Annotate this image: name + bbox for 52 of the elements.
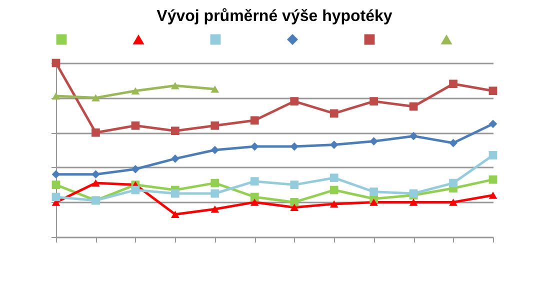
point — [250, 116, 259, 125]
point — [488, 175, 498, 184]
point — [370, 198, 378, 206]
point — [131, 121, 140, 130]
point — [330, 109, 338, 118]
point — [210, 146, 220, 154]
chart-title: Vývoj průměrné výše hypotéky — [156, 8, 392, 25]
point — [370, 137, 378, 146]
point — [449, 138, 458, 148]
point — [171, 210, 180, 218]
point — [409, 102, 418, 111]
point — [290, 204, 299, 212]
point — [52, 170, 60, 179]
point — [488, 120, 498, 128]
point — [171, 154, 180, 163]
point — [250, 177, 259, 186]
point — [171, 82, 180, 90]
point — [131, 186, 140, 194]
point — [370, 97, 378, 106]
point — [488, 151, 498, 160]
point — [290, 198, 299, 206]
point — [210, 178, 220, 188]
point — [131, 164, 140, 174]
point — [449, 198, 458, 206]
point — [92, 179, 100, 187]
point — [488, 192, 498, 199]
point — [330, 174, 338, 182]
point — [409, 198, 418, 206]
point — [210, 121, 220, 130]
point — [92, 128, 100, 137]
point — [488, 86, 498, 96]
point — [330, 200, 338, 208]
point — [290, 180, 299, 189]
point — [92, 94, 100, 102]
point — [290, 97, 299, 106]
point — [250, 192, 259, 202]
point — [449, 178, 458, 188]
point — [131, 87, 140, 94]
point — [210, 206, 220, 213]
point — [210, 189, 220, 198]
point — [92, 170, 100, 179]
point — [330, 186, 338, 194]
point — [171, 126, 180, 136]
point — [250, 142, 259, 151]
point — [250, 198, 259, 206]
point — [370, 188, 378, 196]
point — [210, 85, 220, 93]
point — [449, 80, 458, 88]
point — [171, 189, 180, 198]
point — [409, 132, 418, 140]
point — [330, 140, 338, 149]
point — [52, 180, 60, 189]
